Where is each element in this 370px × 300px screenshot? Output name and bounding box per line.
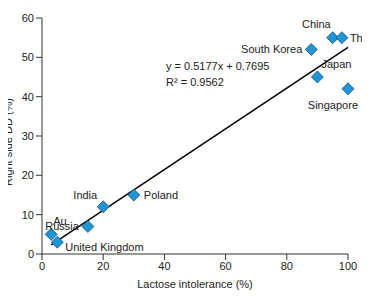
svg-text:50: 50 <box>22 51 34 63</box>
html-text:R² = 0.9562: R² = 0.9562 <box>166 76 224 88</box>
svg-text:10: 10 <box>22 209 34 221</box>
svg-text:0: 0 <box>28 248 34 260</box>
svg-text:Singapore: Singapore <box>308 99 358 111</box>
svg-text:Thai: Thai <box>350 32 362 44</box>
svg-text:South Korea: South Korea <box>241 43 303 55</box>
svg-text:20: 20 <box>97 260 109 272</box>
svg-text:China: China <box>302 18 332 30</box>
svg-text:60: 60 <box>219 260 231 272</box>
svg-text:Poland: Poland <box>144 189 178 201</box>
svg-text:Right side DD (%): Right side DD (%) <box>8 98 14 186</box>
svg-text:0: 0 <box>39 260 45 272</box>
svg-text:30: 30 <box>22 130 34 142</box>
svg-text:United Kingdom: United Kingdom <box>65 241 143 253</box>
svg-text:40: 40 <box>158 260 170 272</box>
html-text:y = 0.5177x + 0.7695: y = 0.5177x + 0.7695 <box>166 60 270 72</box>
svg-text:80: 80 <box>281 260 293 272</box>
svg-text:100: 100 <box>339 260 357 272</box>
svg-text:40: 40 <box>22 91 34 103</box>
svg-text:Lactose intolerance (%): Lactose intolerance (%) <box>137 278 253 290</box>
svg-text:Japan: Japan <box>321 58 351 70</box>
svg-text:20: 20 <box>22 169 34 181</box>
svg-text:Russia: Russia <box>45 220 80 232</box>
svg-text:India: India <box>73 189 98 201</box>
svg-text:60: 60 <box>22 12 34 24</box>
